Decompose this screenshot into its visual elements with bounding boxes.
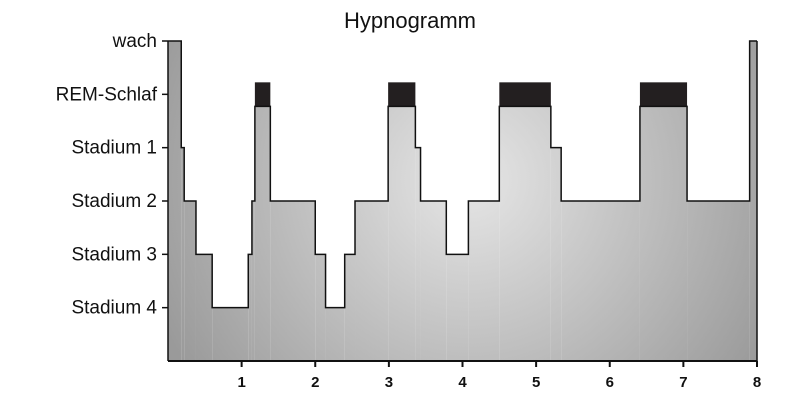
y-tick-label: Stadium 1 bbox=[71, 138, 157, 159]
x-tick-label: 5 bbox=[532, 374, 540, 391]
y-tick-label: REM-Schlaf bbox=[56, 84, 158, 105]
stage-area bbox=[499, 106, 551, 361]
stage-area bbox=[388, 106, 416, 361]
x-tick-label: 6 bbox=[606, 374, 614, 391]
rem-band bbox=[639, 82, 688, 107]
y-tick-label: Stadium 4 bbox=[71, 298, 157, 319]
step-outline bbox=[168, 40, 757, 309]
y-tick-label: Stadium 3 bbox=[71, 244, 157, 265]
x-tick-label: 3 bbox=[385, 374, 393, 391]
stage-area bbox=[254, 106, 271, 361]
stage-area bbox=[561, 201, 640, 361]
stage-area bbox=[687, 201, 750, 361]
stage-area bbox=[251, 201, 255, 361]
x-tick-label: 1 bbox=[237, 374, 245, 391]
stage-area bbox=[195, 254, 213, 361]
stage-area bbox=[749, 41, 757, 361]
stage-area bbox=[325, 307, 345, 361]
stage-area bbox=[248, 254, 252, 361]
stage-area bbox=[355, 201, 389, 361]
rem-band bbox=[388, 82, 416, 107]
chart-title: Hypnogramm bbox=[344, 8, 476, 33]
stage-area bbox=[315, 254, 326, 361]
stage-area bbox=[420, 201, 447, 361]
x-tick-label: 2 bbox=[311, 374, 319, 391]
stage-area bbox=[184, 201, 196, 361]
x-tick-label: 4 bbox=[458, 374, 467, 391]
x-tick-label: 7 bbox=[679, 374, 687, 391]
rem-band bbox=[499, 82, 551, 107]
stage-area bbox=[270, 201, 316, 361]
stage-area bbox=[639, 106, 688, 361]
stage-area bbox=[415, 147, 421, 361]
x-tick-label: 8 bbox=[753, 374, 761, 391]
stage-area bbox=[181, 147, 185, 361]
stage-area bbox=[168, 41, 182, 361]
stage-area bbox=[550, 147, 562, 361]
stage-area bbox=[212, 307, 249, 361]
stage-area bbox=[446, 254, 469, 361]
stage-area bbox=[344, 254, 356, 361]
y-tick-label: Stadium 2 bbox=[71, 191, 157, 212]
stage-area bbox=[468, 201, 500, 361]
y-tick-label: wach bbox=[112, 31, 157, 52]
rem-band bbox=[254, 82, 271, 107]
